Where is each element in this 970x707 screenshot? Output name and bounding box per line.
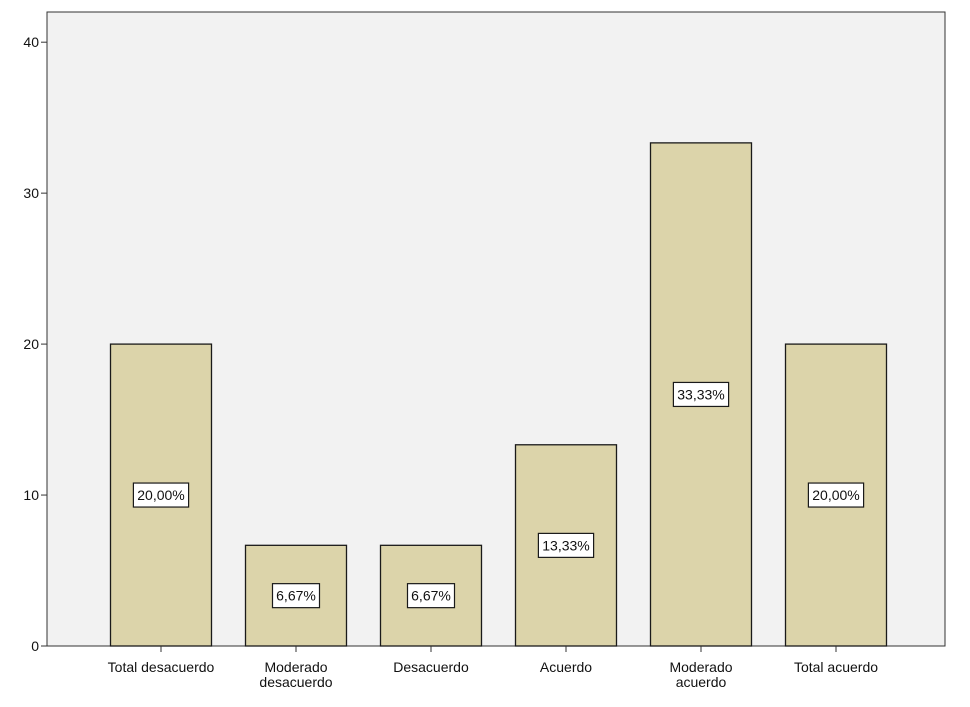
y-tick-label: 40 [23, 34, 39, 50]
bars: 20,00% 6,67% 6,67% 13,33% 33,33% 20,00% [109, 142, 888, 647]
data-label-text: 13,33% [542, 537, 589, 553]
x-tick-label: Total acuerdo [794, 659, 878, 675]
x-axis: Total desacuerdo Moderado desacuerdoDesacu… [108, 646, 878, 690]
data-label-text: 6,67% [276, 588, 316, 604]
x-tick-label-line: Total acuerdo [794, 659, 878, 675]
data-label-box [672, 381, 730, 408]
data-label-text: 33,33% [677, 386, 724, 402]
y-tick-label: 0 [31, 638, 39, 654]
y-axis: 0 10 20 30 40 [23, 34, 47, 654]
y-tick-label: 20 [23, 336, 39, 352]
data-label-box [271, 583, 321, 609]
x-tick-label-line: acuerdo [676, 674, 727, 690]
x-tick-label: Moderado acuerdo [669, 659, 732, 690]
y-tick-label: 30 [23, 185, 39, 201]
x-tick-label-line: Moderado [669, 659, 732, 675]
x-tick-label: Total desacuerdo [108, 659, 215, 675]
x-tick-label-line: Moderado [264, 659, 327, 675]
data-label-text: 20,00% [137, 487, 184, 503]
data-label: 6,67% [271, 583, 321, 609]
data-label-box [537, 532, 595, 558]
data-label: 13,33% [537, 532, 595, 558]
y-tick-label: 10 [23, 487, 39, 503]
data-label-box [406, 583, 456, 609]
x-tick-label-line: Acuerdo [540, 659, 592, 675]
x-tick-label-line: desacuerdo [259, 674, 332, 690]
data-label: 33,33% [672, 381, 730, 408]
x-tick-label-line: Desacuerdo [393, 659, 469, 675]
data-label-box [807, 482, 865, 508]
x-tick-label: Moderado desacuerdo [259, 659, 332, 690]
x-tick-label-line: Total desacuerdo [108, 659, 215, 675]
data-label: 20,00% [807, 482, 865, 508]
x-tick-label: Acuerdo [540, 659, 592, 675]
data-label: 6,67% [406, 583, 456, 609]
x-tick-label: Desacuerdo [393, 659, 469, 675]
data-label: 20,00% [132, 482, 190, 508]
data-label-text: 20,00% [812, 487, 859, 503]
data-label-text: 6,67% [411, 588, 451, 604]
data-label-box [132, 482, 190, 508]
